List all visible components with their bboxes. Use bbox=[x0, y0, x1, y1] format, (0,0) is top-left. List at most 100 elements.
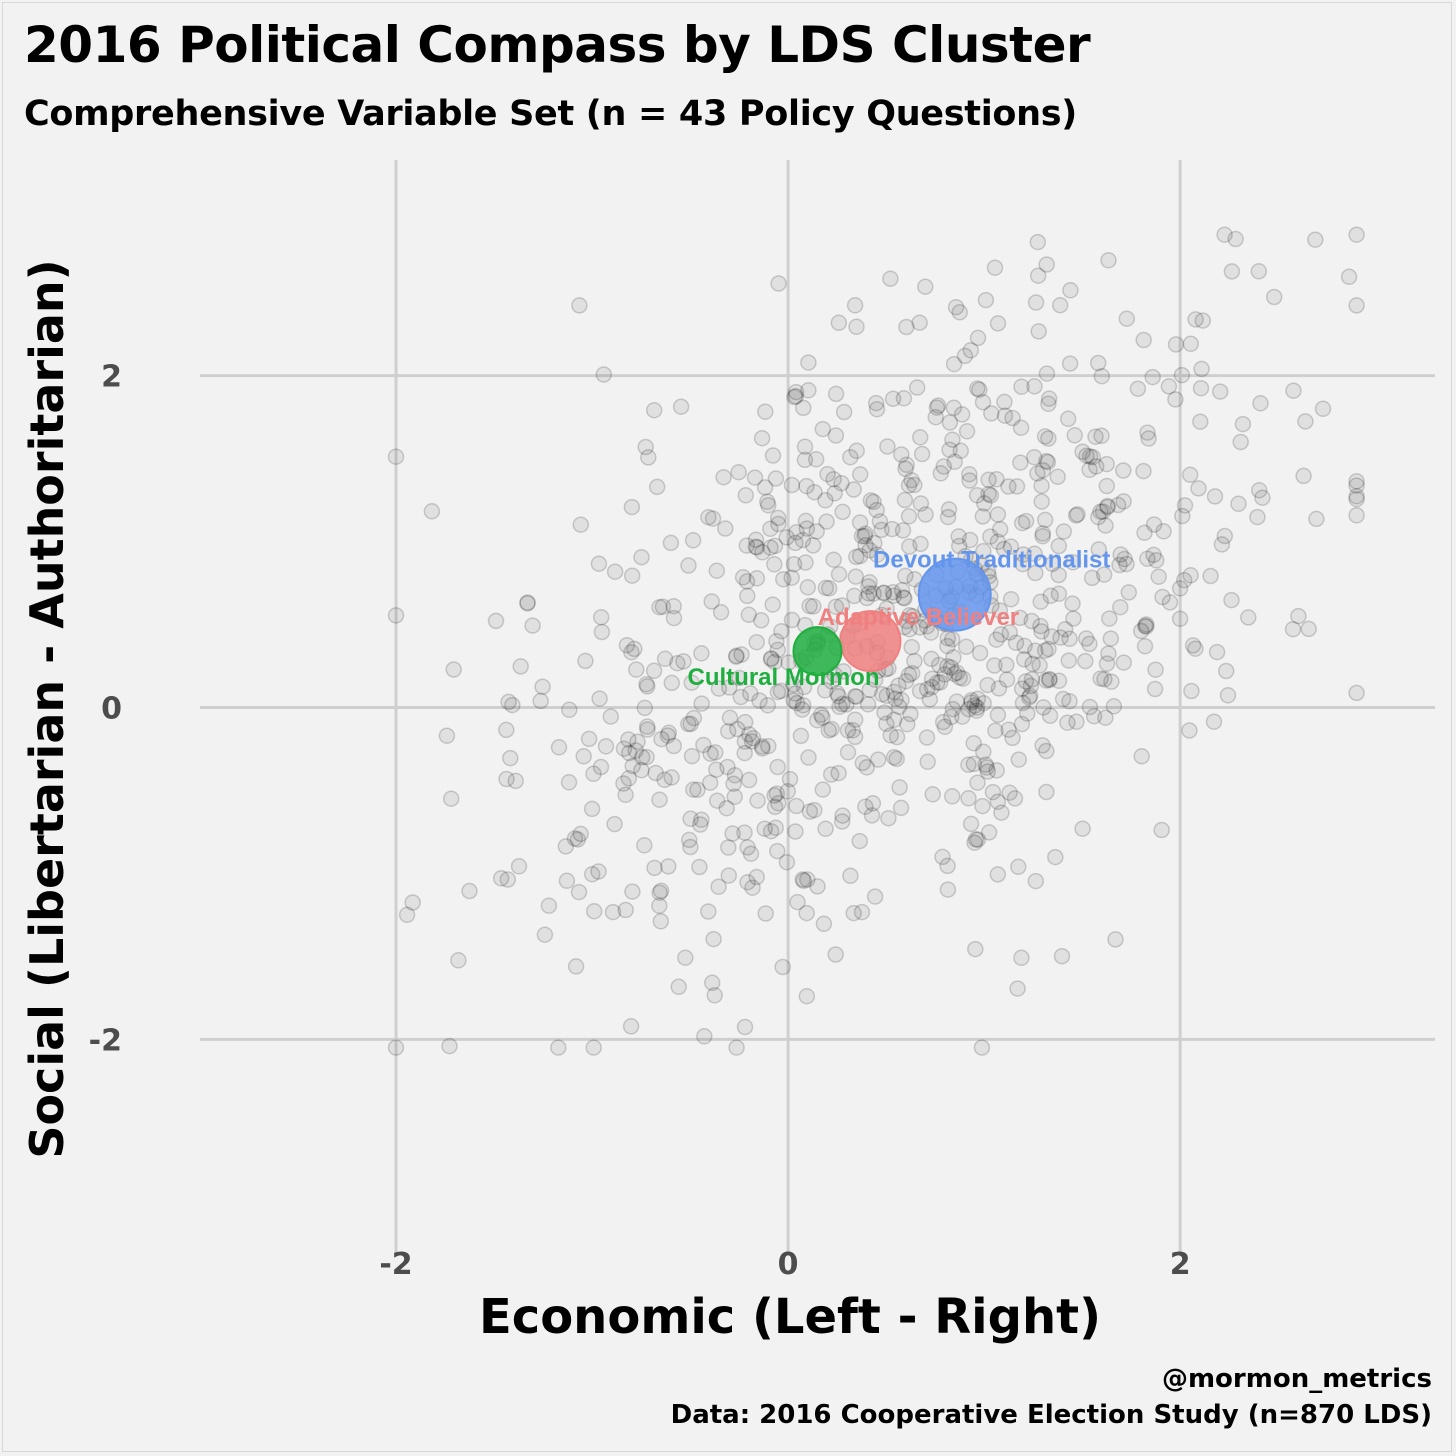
respondent-point bbox=[786, 388, 803, 406]
respondent-point bbox=[590, 863, 607, 880]
respondent-point bbox=[1000, 721, 1017, 738]
respondent-point bbox=[519, 594, 536, 611]
respondent-point bbox=[788, 694, 806, 712]
respondent-point bbox=[1136, 637, 1154, 655]
respondent-point bbox=[512, 658, 529, 675]
respondent-point bbox=[1145, 516, 1163, 533]
respondent-point bbox=[590, 555, 608, 572]
respondent-point bbox=[897, 567, 914, 585]
respondent-point bbox=[960, 790, 977, 807]
respondent-point bbox=[1085, 707, 1103, 725]
respondent-point bbox=[901, 607, 918, 624]
respondent-point bbox=[624, 757, 641, 775]
respondent-point bbox=[736, 713, 754, 731]
respondent-point bbox=[1026, 378, 1043, 395]
respondent-point bbox=[1004, 409, 1021, 427]
respondent-point bbox=[1059, 410, 1077, 428]
respondent-point bbox=[1144, 368, 1161, 386]
respondent-point bbox=[1175, 571, 1193, 589]
respondent-point bbox=[868, 546, 886, 564]
y-tick-label: -2 bbox=[89, 1023, 122, 1058]
axis-ticks: -2 0 2 -2 0 2 bbox=[89, 360, 1191, 1282]
respondent-point bbox=[404, 894, 421, 911]
respondent-point bbox=[1098, 455, 1115, 473]
respondent-point bbox=[861, 574, 878, 591]
respondent-point bbox=[620, 731, 637, 748]
respondent-point bbox=[1132, 622, 1150, 640]
respondent-point bbox=[660, 858, 677, 875]
respondent-point bbox=[726, 767, 744, 784]
respondent-point bbox=[624, 883, 641, 900]
respondent-point bbox=[845, 481, 862, 498]
respondent-point bbox=[783, 476, 801, 494]
respondent-point bbox=[524, 617, 541, 634]
respondent-point bbox=[766, 787, 783, 804]
respondent-point bbox=[684, 532, 702, 549]
respondent-point bbox=[663, 769, 680, 786]
respondent-point bbox=[1118, 310, 1136, 327]
respondent-point bbox=[794, 696, 812, 714]
respondent-point bbox=[1187, 311, 1204, 328]
respondent-point bbox=[1034, 527, 1051, 545]
respondent-point bbox=[719, 758, 736, 776]
respondent-point bbox=[1061, 630, 1078, 648]
respondent-point bbox=[1041, 670, 1058, 688]
respondent-point bbox=[585, 902, 603, 920]
respondent-point bbox=[510, 858, 528, 875]
respondent-point bbox=[963, 691, 980, 709]
respondent-point bbox=[743, 733, 761, 750]
respondent-point bbox=[620, 770, 638, 787]
respondent-point bbox=[1056, 621, 1074, 638]
respondent-point bbox=[866, 671, 884, 688]
respondent-point bbox=[1340, 268, 1358, 286]
respondent-point bbox=[947, 298, 965, 316]
respondent-point bbox=[762, 649, 780, 667]
respondent-point bbox=[1038, 742, 1055, 760]
respondent-point bbox=[729, 720, 746, 738]
respondent-point bbox=[896, 590, 913, 607]
respondent-point bbox=[1062, 282, 1079, 299]
respondent-point bbox=[903, 471, 920, 489]
respondent-point bbox=[1024, 655, 1041, 673]
respondent-point bbox=[583, 865, 601, 883]
respondent-point bbox=[1012, 454, 1029, 471]
respondent-point bbox=[728, 1039, 745, 1056]
respondent-point bbox=[878, 687, 896, 705]
respondent-point bbox=[977, 756, 994, 773]
respondent-point bbox=[769, 842, 786, 860]
respondent-point bbox=[1081, 448, 1099, 465]
respondent-point bbox=[858, 759, 876, 776]
respondent-point bbox=[1084, 448, 1102, 466]
respondent-point bbox=[968, 487, 986, 504]
respondent-point bbox=[861, 542, 879, 559]
respondent-point bbox=[1010, 751, 1028, 768]
respondent-point bbox=[1183, 682, 1200, 700]
respondent-point bbox=[1181, 466, 1199, 484]
respondent-point bbox=[1035, 699, 1052, 716]
respondent-point bbox=[866, 534, 883, 552]
respondent-point bbox=[672, 398, 690, 415]
respondent-point bbox=[918, 729, 936, 746]
respondent-point bbox=[767, 470, 785, 487]
respondent-point bbox=[618, 636, 636, 654]
respondent-point bbox=[1348, 473, 1365, 490]
respondent-point bbox=[1232, 433, 1249, 451]
respondent-point bbox=[866, 888, 884, 905]
respondent-point bbox=[1348, 297, 1365, 314]
respondent-point bbox=[756, 479, 774, 496]
respondent-point bbox=[897, 672, 915, 690]
respondent-point bbox=[851, 466, 869, 483]
respondent-point bbox=[620, 744, 638, 762]
respondent-point bbox=[823, 673, 840, 690]
respondent-point bbox=[724, 825, 741, 842]
respondent-point bbox=[737, 487, 755, 504]
respondent-point bbox=[1153, 821, 1170, 839]
respondent-point bbox=[1081, 698, 1099, 716]
respondent-point bbox=[704, 510, 722, 527]
respondent-point bbox=[1348, 490, 1365, 508]
respondent-point bbox=[1146, 680, 1164, 698]
respondent-point bbox=[935, 458, 953, 475]
respondent-point bbox=[885, 748, 903, 766]
respondent-point bbox=[646, 859, 663, 877]
respondent-point bbox=[744, 879, 761, 896]
